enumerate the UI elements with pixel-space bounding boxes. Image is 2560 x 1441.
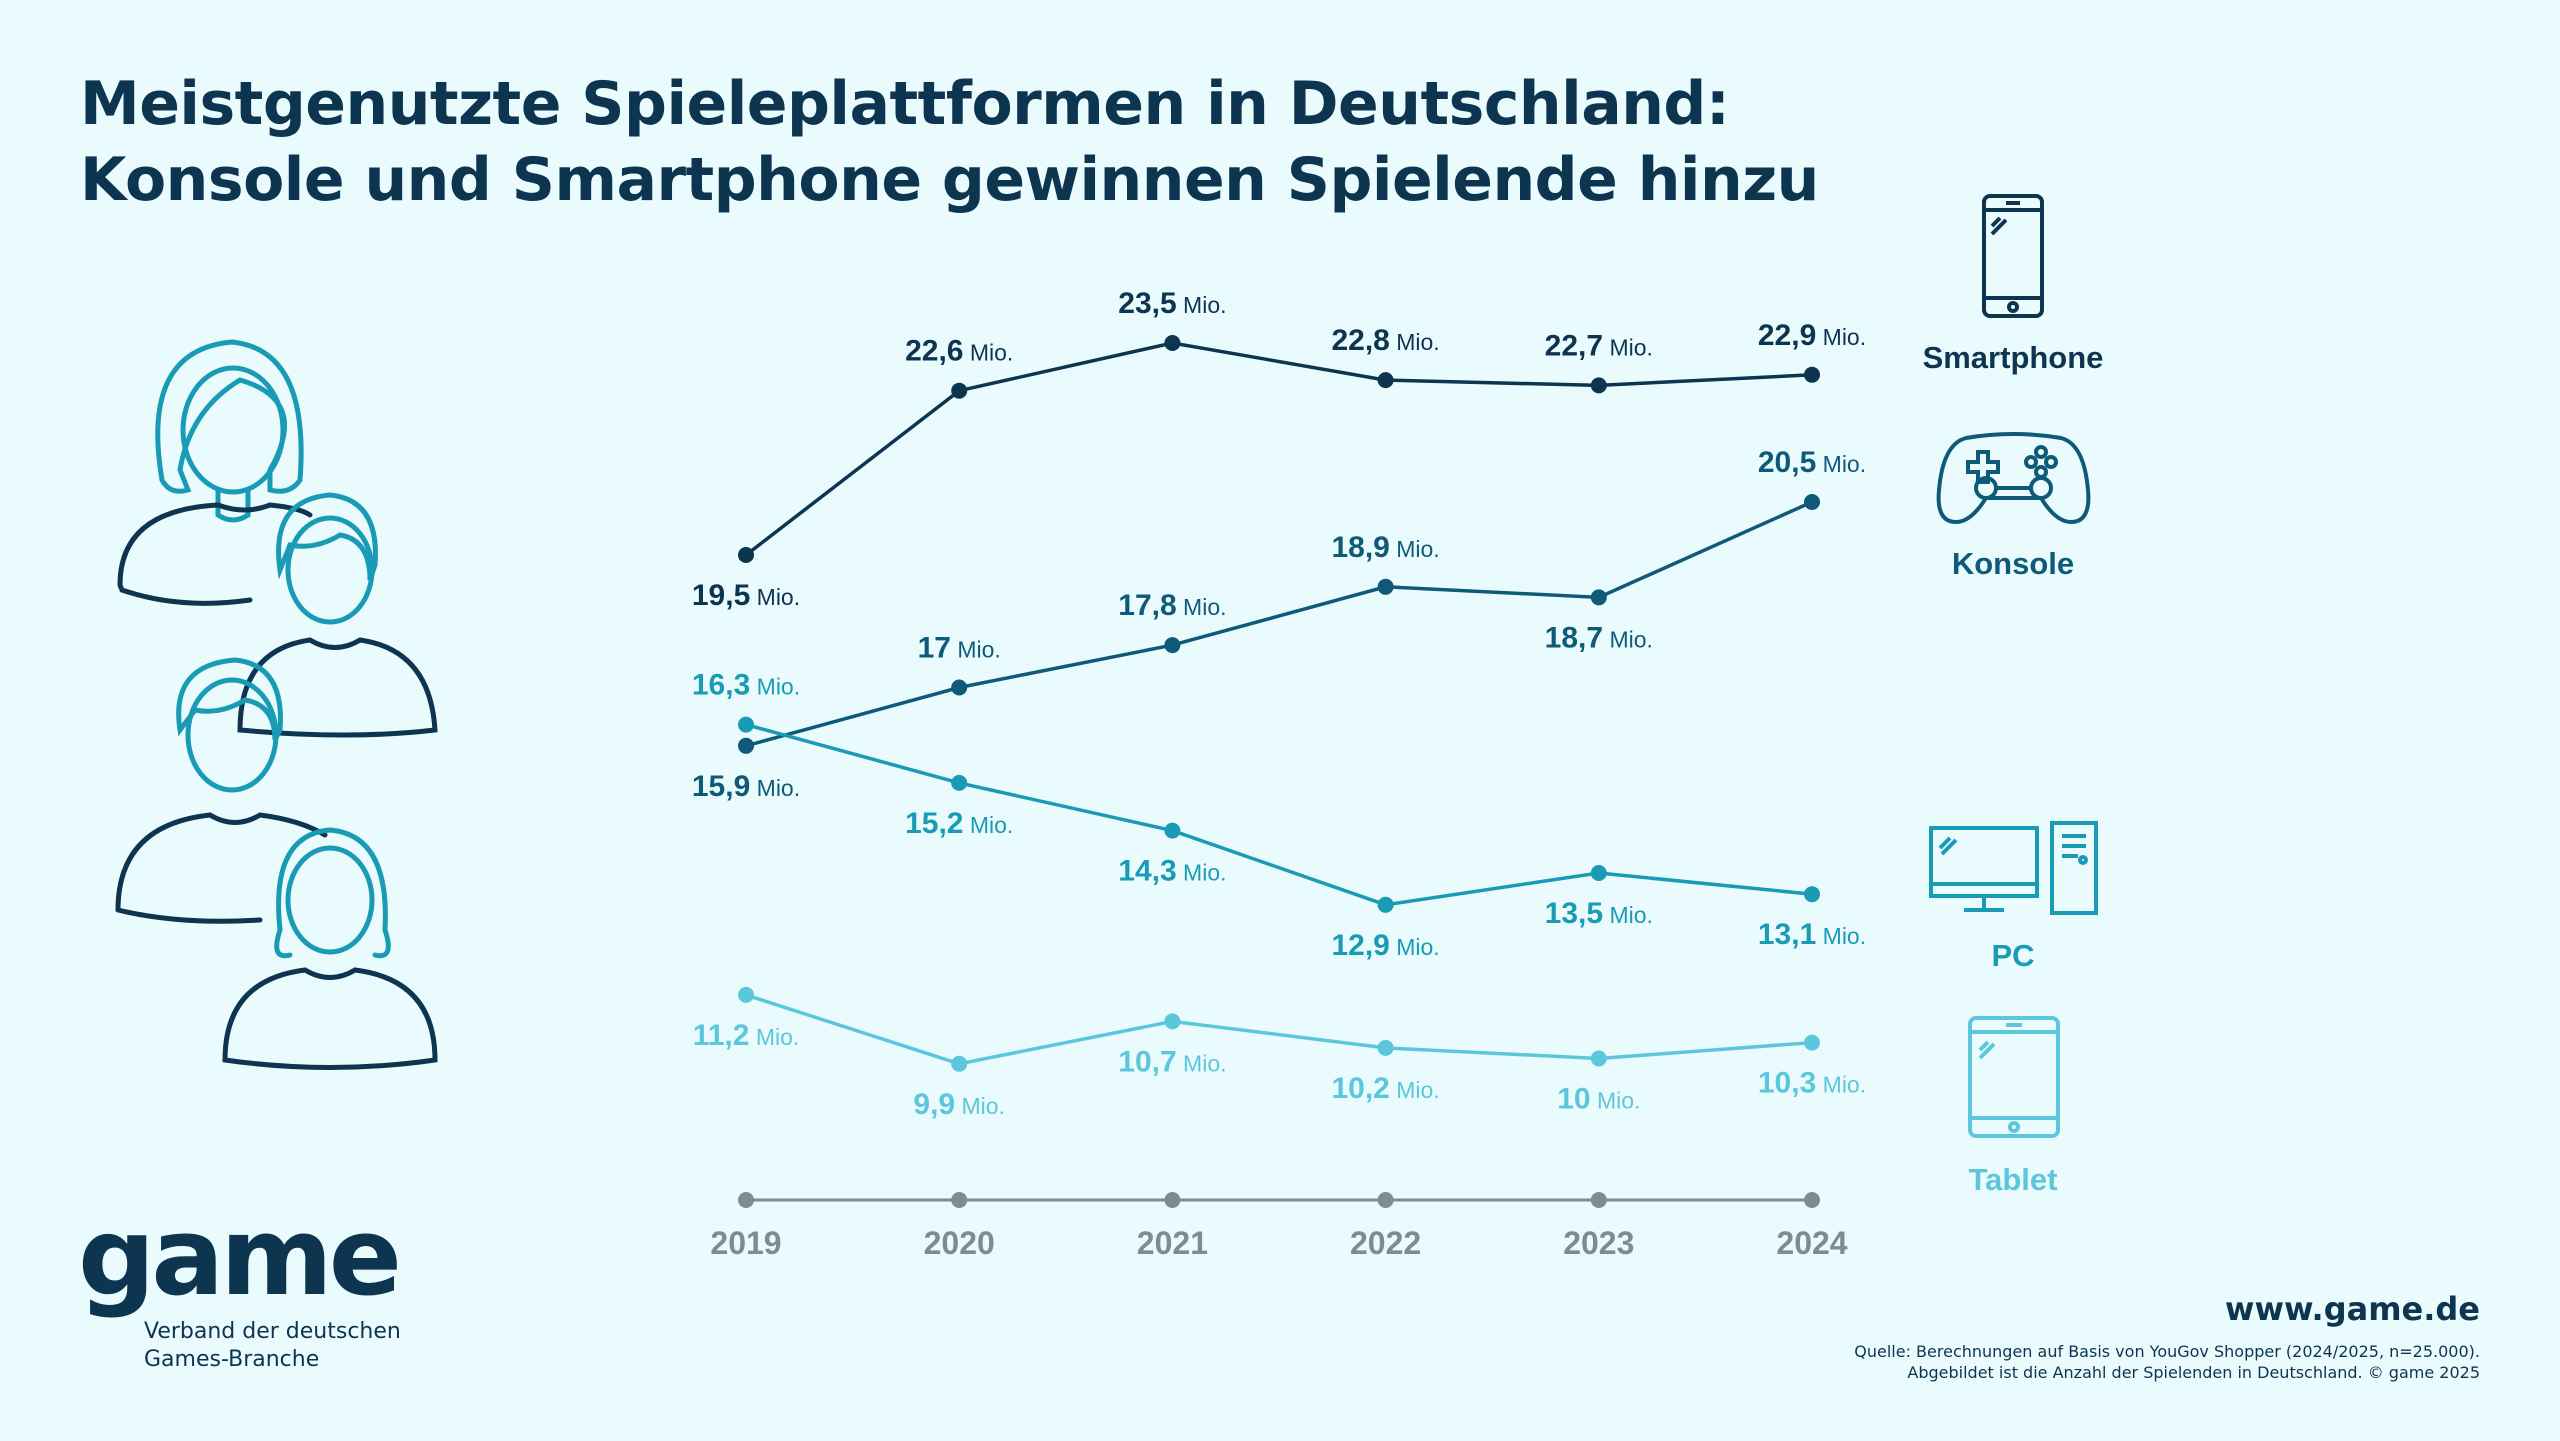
series-line-pc [745, 722, 1813, 907]
person-man-1-body-icon [237, 637, 438, 738]
data-label-pc: 14,3 Mio. [1118, 855, 1226, 888]
legend-tablet: Tablet [1968, 1162, 2058, 1197]
data-label-konsole: 17,8 Mio. [1118, 589, 1226, 622]
data-label-konsole: 18,7 Mio. [1545, 621, 1653, 654]
title-line-2: Konsole und Smartphone gewinnen Spielend… [80, 145, 1819, 215]
data-label-konsole: 15,9 Mio. [692, 770, 800, 803]
x-tick-label: 2019 [710, 1225, 781, 1261]
website-link[interactable]: www.game.de [2224, 1290, 2480, 1328]
legend-smartphone: Smartphone [1922, 340, 2104, 375]
data-label-smartphone: 22,7 Mio. [1545, 329, 1653, 362]
source-line-1: Quelle: Berechnungen auf Basis von YouGo… [1854, 1342, 2480, 1361]
data-point-pc [738, 716, 754, 733]
gamepad-icon [1936, 432, 2091, 525]
person-man-1-icon [276, 492, 378, 625]
data-point-pc [951, 774, 968, 791]
data-point-tablet [951, 1055, 968, 1072]
people-illustration-icon [115, 339, 438, 1070]
person-woman-1-body-icon [117, 502, 313, 606]
x-axis-tick-dot [1377, 1192, 1394, 1208]
data-point-pc [1377, 896, 1394, 913]
data-point-pc [1164, 822, 1181, 839]
data-label-pc: 15,2 Mio. [905, 807, 1013, 840]
data-point-tablet [1590, 1050, 1607, 1067]
person-woman-1-icon [155, 339, 304, 523]
series-line-tablet [745, 993, 1813, 1066]
smartphone-icon [1982, 194, 2044, 318]
x-axis-tick-dot [951, 1192, 968, 1208]
data-label-tablet: 11,2 Mio. [693, 1019, 800, 1052]
data-label-pc: 13,5 Mio. [1545, 897, 1653, 930]
data-label-smartphone: 22,6 Mio. [905, 335, 1013, 368]
series-line-konsole [745, 500, 1813, 748]
x-axis-tick-dot [1164, 1192, 1181, 1208]
data-point-konsole [1804, 494, 1820, 510]
data-point-smartphone [951, 382, 968, 399]
data-label-konsole: 20,5 Mio. [1758, 446, 1866, 479]
logo-subtitle-line-2: Games-Branche [144, 1347, 320, 1372]
data-point-konsole [1377, 578, 1394, 595]
data-point-tablet [1804, 1034, 1820, 1051]
data-point-tablet [1377, 1039, 1394, 1056]
data-label-konsole: 17 Mio. [918, 632, 1001, 665]
data-point-konsole [1590, 589, 1607, 606]
data-label-tablet: 10,2 Mio. [1331, 1072, 1439, 1105]
data-label-tablet: 9,9 Mio. [913, 1088, 1005, 1121]
data-label-pc: 16,3 Mio. [692, 669, 800, 702]
source-line-2: Abgebildet ist die Anzahl der Spielenden… [1907, 1363, 2480, 1382]
data-label-smartphone: 22,8 Mio. [1331, 324, 1439, 357]
data-point-tablet [1164, 1013, 1181, 1030]
person-man-2-body-icon [115, 812, 328, 924]
data-point-smartphone [1164, 335, 1181, 351]
data-point-konsole [738, 737, 754, 754]
x-axis-tick-dot [738, 1192, 754, 1208]
chart-title: Meistgenutzte Spieleplattformen in Deuts… [80, 66, 1819, 218]
game-logo: game [78, 1195, 402, 1320]
source-note: Quelle: Berechnungen auf Basis von YouGo… [1854, 1341, 2480, 1383]
data-label-smartphone: 19,5 Mio. [692, 579, 800, 612]
series-line-smartphone [744, 341, 1813, 557]
person-woman-2-icon [274, 827, 391, 959]
data-label-smartphone: 23,5 Mio. [1118, 287, 1226, 320]
x-tick-label: 2021 [1137, 1225, 1208, 1261]
data-label-konsole: 18,9 Mio. [1331, 531, 1439, 564]
person-woman-2-body-icon [222, 967, 438, 1070]
tablet-icon [1968, 1016, 2060, 1138]
legend-pc: PC [1991, 938, 2035, 973]
logo-subtitle-line-1: Verband der deutschen [144, 1319, 401, 1344]
x-tick-label: 2022 [1350, 1225, 1421, 1261]
x-axis-tick-dot [1590, 1192, 1607, 1208]
data-point-pc [1590, 865, 1607, 881]
title-line-1: Meistgenutzte Spieleplattformen in Deuts… [80, 69, 1730, 139]
data-point-tablet [738, 986, 754, 1003]
data-point-smartphone [1590, 377, 1607, 394]
data-point-konsole [951, 679, 968, 696]
data-point-smartphone [738, 547, 754, 563]
data-label-smartphone: 22,9 Mio. [1758, 319, 1866, 352]
person-man-2-icon [176, 657, 283, 793]
data-label-pc: 12,9 Mio. [1331, 929, 1439, 962]
data-label-pc: 13,1 Mio. [1758, 918, 1866, 951]
data-label-tablet: 10 Mio. [1557, 1083, 1640, 1116]
data-label-tablet: 10,7 Mio. [1118, 1045, 1226, 1078]
legend-konsole: Konsole [1951, 546, 2075, 581]
data-point-smartphone [1804, 366, 1820, 383]
data-point-konsole [1164, 637, 1181, 654]
x-axis-tick-dot [1804, 1192, 1820, 1208]
data-point-pc [1804, 886, 1820, 903]
desktop-pc-icon [1929, 821, 2098, 915]
logo-subtitle: Verband der deutschen Games-Branche [144, 1318, 401, 1374]
x-tick-label: 2020 [924, 1225, 995, 1261]
data-point-smartphone [1377, 372, 1394, 389]
data-label-tablet: 10,3 Mio. [1758, 1067, 1866, 1100]
x-tick-label: 2024 [1776, 1225, 1847, 1261]
x-tick-label: 2023 [1563, 1225, 1634, 1261]
